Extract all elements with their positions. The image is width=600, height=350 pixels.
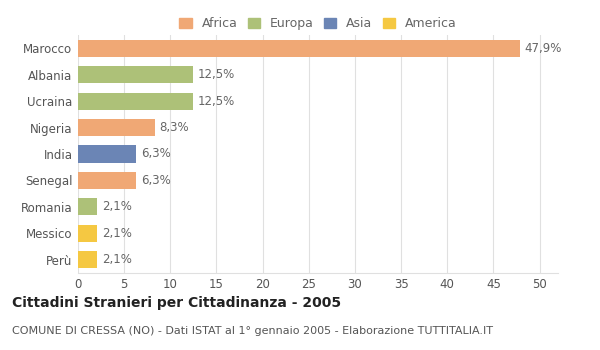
Text: 6,3%: 6,3% bbox=[141, 147, 170, 161]
Text: 47,9%: 47,9% bbox=[525, 42, 562, 55]
Text: 2,1%: 2,1% bbox=[102, 253, 132, 266]
Bar bbox=[78, 225, 97, 242]
Text: 8,3%: 8,3% bbox=[159, 121, 189, 134]
Bar bbox=[78, 66, 193, 83]
Bar bbox=[78, 145, 136, 163]
Text: Cittadini Stranieri per Cittadinanza - 2005: Cittadini Stranieri per Cittadinanza - 2… bbox=[12, 296, 341, 310]
Bar bbox=[78, 198, 97, 216]
Text: 12,5%: 12,5% bbox=[198, 68, 235, 81]
Text: 6,3%: 6,3% bbox=[141, 174, 170, 187]
Text: 2,1%: 2,1% bbox=[102, 227, 132, 240]
Text: 2,1%: 2,1% bbox=[102, 201, 132, 214]
Bar bbox=[78, 172, 136, 189]
Bar bbox=[78, 92, 193, 110]
Text: COMUNE DI CRESSA (NO) - Dati ISTAT al 1° gennaio 2005 - Elaborazione TUTTITALIA.: COMUNE DI CRESSA (NO) - Dati ISTAT al 1°… bbox=[12, 326, 493, 336]
Bar bbox=[78, 119, 155, 136]
Text: 12,5%: 12,5% bbox=[198, 94, 235, 107]
Bar bbox=[78, 40, 520, 57]
Bar bbox=[78, 251, 97, 268]
Legend: Africa, Europa, Asia, America: Africa, Europa, Asia, America bbox=[179, 17, 457, 30]
